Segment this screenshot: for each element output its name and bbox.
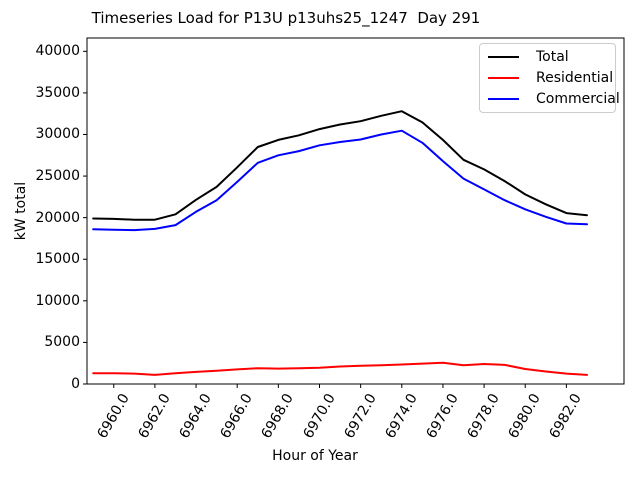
commercial-line [92,129,588,232]
y-tick-label: 30000 [35,126,80,143]
legend: Total Residential Commercial [479,43,620,113]
axes-frame [86,37,625,385]
legend-entry-total: Total [488,47,615,68]
y-tick-label: 10000 [35,292,80,309]
legend-entry-commercial: Commercial [488,88,620,109]
residential-line-swatch [488,77,519,79]
y-tick-label: 25000 [35,168,80,185]
legend-entry-residential: Residential [488,68,615,89]
y-axis-label: kW total [13,181,29,241]
commercial-line-swatch [488,97,519,100]
legend-label-commercial: Commercial [536,90,620,107]
residential-line [92,361,588,376]
chart-title: Timeseries Load for P13U p13uhs25_1247 D… [91,9,481,27]
y-tick-label: 20000 [35,209,80,226]
y-tick-label: 0 [71,376,80,392]
y-tick-label: 5000 [44,334,80,351]
x-axis-label: Hour of Year [272,448,358,464]
legend-label-residential: Residential [536,70,614,86]
y-tick-label: 40000 [35,43,80,60]
legend-label-total: Total [536,49,569,66]
y-tick-label: 35000 [35,84,80,101]
total-line-swatch [488,56,519,59]
total-line [92,110,588,221]
y-tick-label: 15000 [35,251,80,268]
